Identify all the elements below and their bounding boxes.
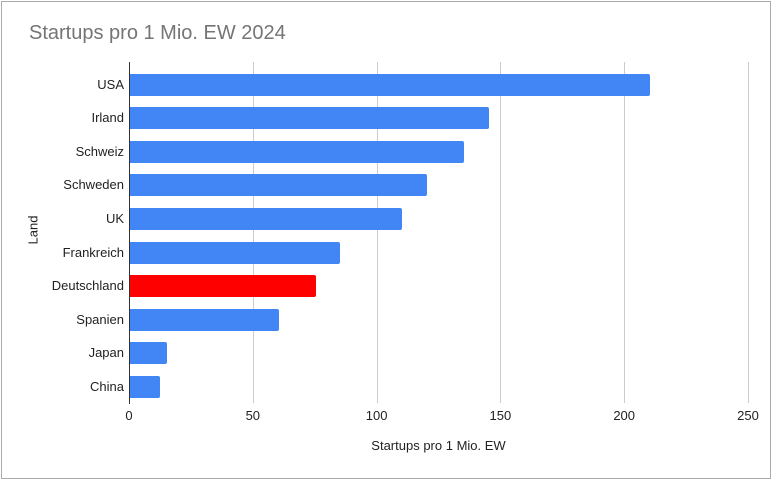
x-tick-label: 0 [125,408,133,423]
y-axis-label-uk: UK [105,210,124,226]
x-gridline [377,62,378,403]
bar-schweden[interactable] [130,174,428,197]
bar-usa[interactable] [130,73,650,96]
y-axis-label-schweden: Schweden [63,177,124,193]
y-axis-label-frankreich: Frankreich [62,244,124,260]
x-gridline [253,62,254,403]
y-axis-label-usa: USA [97,76,124,92]
bar-frankreich[interactable] [130,241,341,264]
y-axis-label-deutschland: Deutschland [51,278,124,294]
y-axis-label-china: China [90,378,124,394]
bar-spanien[interactable] [130,308,279,331]
x-tick-label: 100 [365,408,388,423]
bar-china[interactable] [130,375,160,398]
bar-japan[interactable] [130,342,168,365]
x-tick-label: 50 [245,408,261,423]
bar-uk[interactable] [130,207,403,230]
y-axis-label-spanien: Spanien [76,311,124,327]
bar-schweiz[interactable] [130,140,465,163]
bar-deutschland[interactable] [130,275,316,298]
plot-area [129,62,749,404]
x-tick-label: 200 [613,408,636,423]
x-tick-label: 250 [737,408,759,423]
y-axis-line [129,62,130,404]
x-gridline [748,62,749,403]
y-axis-label-japan: Japan [88,345,124,361]
bar-irland[interactable] [130,107,490,130]
x-gridline [500,62,501,403]
chart-title: Startups pro 1 Mio. EW 2024 [29,22,286,44]
y-axis-title: Land [25,215,41,245]
y-axis-label-irland: Irland [91,110,124,126]
x-gridline [624,62,625,403]
y-axis-label-schweiz: Schweiz [75,143,124,159]
x-axis-title: Startups pro 1 Mio. EW [371,438,506,453]
x-tick-label: 150 [489,408,512,423]
